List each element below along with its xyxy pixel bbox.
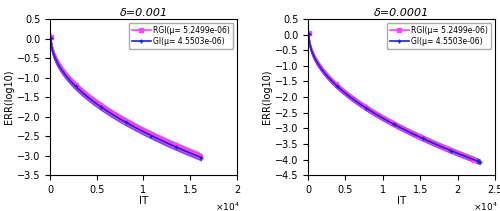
GI(μ= 4.5503e-06) (148, 134, 154, 137)
GI(μ= 4.5503e-06) (116, 117, 122, 120)
RGI(μ= 5.2499e-06) (196, 154, 202, 157)
Legend: RGI(μ= 5.2499e-06), GI(μ= 4.5503e-06): RGI(μ= 5.2499e-06), GI(μ= 4.5503e-06) (387, 23, 491, 49)
RGI(μ= 5.2499e-06) (430, 142, 436, 144)
Text: $\times10^4$: $\times10^4$ (473, 200, 498, 211)
GI(μ= 4.5503e-06) (198, 156, 204, 159)
GI(μ= 4.5503e-06) (306, 33, 312, 35)
X-axis label: IT: IT (139, 196, 148, 206)
GI(μ= 4.5503e-06) (74, 87, 80, 89)
RGI(μ= 5.2499e-06) (348, 96, 354, 99)
Line: RGI(μ= 5.2499e-06): RGI(μ= 5.2499e-06) (307, 31, 476, 161)
RGI(μ= 5.2499e-06) (86, 96, 92, 98)
GI(μ= 4.5503e-06) (477, 161, 483, 163)
Text: $\times10^4$: $\times10^4$ (215, 200, 240, 211)
GI(μ= 4.5503e-06) (48, 37, 54, 39)
Line: GI(μ= 4.5503e-06): GI(μ= 4.5503e-06) (49, 36, 203, 160)
GI(μ= 4.5503e-06) (162, 141, 168, 143)
RGI(μ= 5.2499e-06) (115, 115, 121, 118)
GI(μ= 4.5503e-06) (350, 98, 356, 100)
Line: GI(μ= 4.5503e-06): GI(μ= 4.5503e-06) (306, 32, 482, 164)
GI(μ= 4.5503e-06) (434, 144, 440, 146)
Line: RGI(μ= 5.2499e-06): RGI(μ= 5.2499e-06) (49, 35, 202, 157)
GI(μ= 4.5503e-06) (406, 131, 412, 134)
RGI(μ= 5.2499e-06) (48, 35, 54, 38)
RGI(μ= 5.2499e-06) (136, 127, 141, 129)
RGI(μ= 5.2499e-06) (147, 133, 153, 135)
GI(μ= 4.5503e-06) (384, 119, 390, 121)
GI(μ= 4.5503e-06) (86, 97, 92, 100)
RGI(μ= 5.2499e-06) (306, 32, 312, 34)
RGI(μ= 5.2499e-06) (74, 85, 80, 88)
Legend: RGI(μ= 5.2499e-06), GI(μ= 4.5503e-06): RGI(μ= 5.2499e-06), GI(μ= 4.5503e-06) (129, 23, 233, 49)
X-axis label: IT: IT (397, 196, 406, 206)
RGI(μ= 5.2499e-06) (403, 129, 409, 131)
Title: δ=0.001: δ=0.001 (120, 8, 168, 18)
Title: δ=0.0001: δ=0.0001 (374, 8, 429, 18)
RGI(μ= 5.2499e-06) (416, 135, 422, 138)
GI(μ= 4.5503e-06) (420, 137, 426, 140)
RGI(μ= 5.2499e-06) (160, 139, 166, 141)
Y-axis label: ERR(log10): ERR(log10) (4, 70, 14, 124)
GI(μ= 4.5503e-06) (336, 87, 342, 89)
RGI(μ= 5.2499e-06) (335, 85, 341, 88)
GI(μ= 4.5503e-06) (136, 128, 142, 131)
RGI(μ= 5.2499e-06) (380, 117, 386, 119)
RGI(μ= 5.2499e-06) (471, 158, 477, 161)
Y-axis label: ERR(log10): ERR(log10) (262, 70, 272, 124)
